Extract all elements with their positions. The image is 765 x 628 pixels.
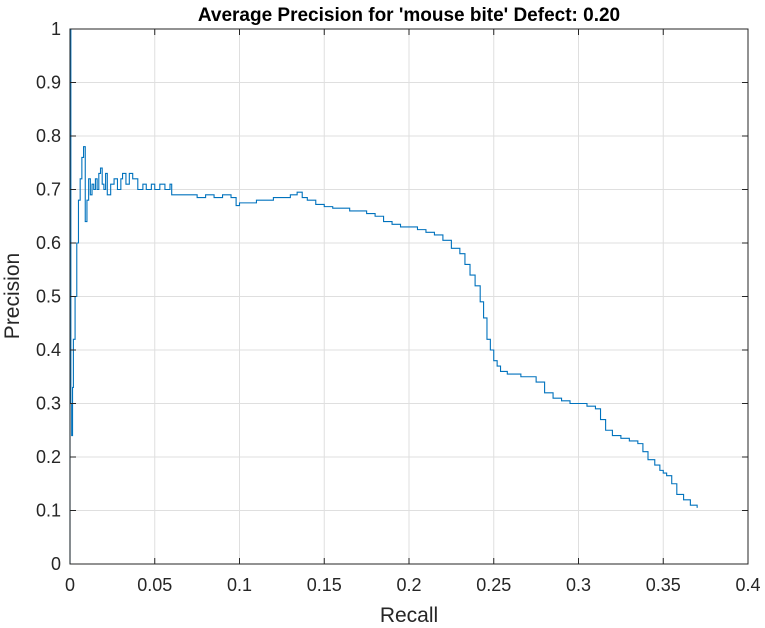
chart-title: Average Precision for 'mouse bite' Defec…: [198, 5, 620, 26]
x-tick-label: 0.1: [227, 575, 252, 595]
y-tick-label: 0.6: [36, 233, 61, 253]
y-tick-label: 0.1: [36, 501, 61, 521]
series-layer: [69, 28, 698, 564]
y-tick-labels: 0 0.1 0.2 0.3 0.4 0.5 0.6 0.7 0.8 0.9 1: [36, 19, 61, 574]
y-tick-label: 0.3: [36, 394, 61, 414]
x-tick-labels: 0 0.05 0.1 0.15 0.2 0.25 0.3 0.35 0.4: [65, 575, 761, 595]
x-tick-label: 0: [65, 575, 75, 595]
x-axis-label: Recall: [380, 604, 438, 627]
x-tick-label: 0.3: [566, 575, 591, 595]
tick-marks: [69, 28, 749, 565]
grid-lines: [69, 28, 749, 565]
y-tick-label: 0.8: [36, 126, 61, 146]
y-tick-label: 1: [51, 19, 61, 39]
y-tick-label: 0.9: [36, 73, 61, 93]
y-axis-label: Precision: [1, 253, 24, 339]
x-tick-label: 0.15: [307, 575, 342, 595]
x-tick-label: 0.2: [396, 575, 421, 595]
precision-recall-curve: [69, 28, 698, 564]
y-tick-label: 0.4: [36, 340, 61, 360]
y-tick-label: 0.7: [36, 180, 61, 200]
y-tick-label: 0: [51, 554, 61, 574]
y-tick-label: 0.5: [36, 287, 61, 307]
x-tick-label: 0.4: [735, 575, 760, 595]
x-tick-label: 0.05: [137, 575, 172, 595]
y-tick-label: 0.2: [36, 447, 61, 467]
x-tick-label: 0.35: [646, 575, 681, 595]
x-tick-label: 0.25: [476, 575, 511, 595]
